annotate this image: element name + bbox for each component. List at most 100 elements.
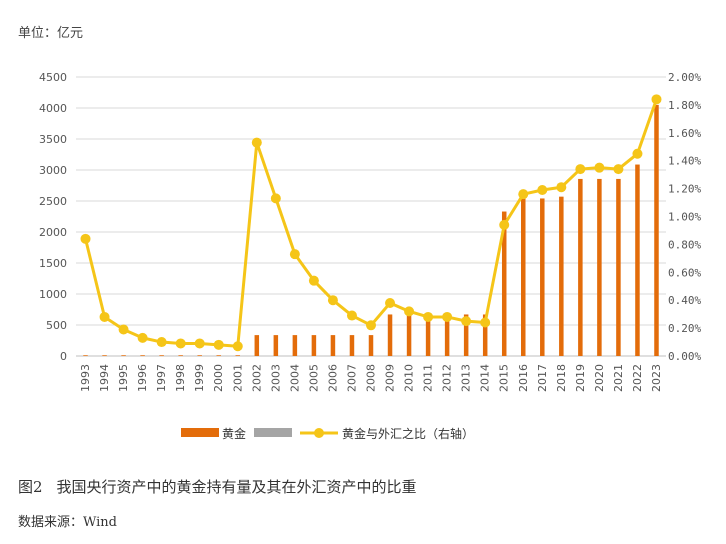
x-tick-label: 2013 [460,364,473,392]
figure-caption: 图2 我国央行资产中的黄金持有量及其在外汇资产中的比重 [18,476,417,497]
x-tick-label: 2018 [555,364,568,392]
bar-gold [368,335,374,356]
x-tick-label: 2019 [574,364,587,392]
ratio-point [118,324,129,335]
x-tick-label: 2015 [498,364,511,392]
ratio-point [137,332,148,343]
bar-gold [83,355,88,356]
right-axis: 0.00% 0.20% 0.40% 0.60% 0.80% 1.00% 1.20% 1.40%… [668,71,701,363]
x-tick-label: 2011 [422,364,435,392]
ratio-point [194,338,205,349]
bar-gold [654,104,659,357]
ratio-point [385,297,396,308]
x-tick-label: 1995 [117,364,130,392]
left-tick-label: 1000 [39,288,67,301]
left-tick-label: 2000 [39,226,67,239]
x-tick-label: 2008 [365,364,378,392]
left-tick-label: 0 [60,350,67,363]
left-tick-label: 500 [46,319,67,332]
x-tick-label: 2022 [631,364,644,392]
bar-gold [216,355,221,356]
bar-gold [616,178,621,356]
right-tick-label: 0.00% [668,350,701,363]
bar-gold [425,314,431,356]
legend-marker-ratio [314,428,324,438]
data-source: 数据来源：Wind [18,515,117,530]
right-tick-label: 1.60% [668,127,701,140]
bar-gold [406,314,412,356]
ratio-point [461,316,472,327]
x-tick-label: 2012 [441,364,454,392]
x-tick-label: 2004 [288,364,301,392]
x-axis: 1993 1994 1995 1996 1997 1998 1999 2000 2001 2002… [79,364,663,392]
ratio-point [366,320,376,331]
ratio-point [575,164,586,175]
x-tick-label: 1998 [174,364,187,392]
ratio-point [632,148,643,159]
bar-gold [311,335,317,356]
ratio-point [594,162,605,173]
bar-gold [292,335,298,356]
ratio-point [232,341,243,352]
bar-gold [102,355,107,356]
bar-gold [387,314,393,356]
ratio-point [80,233,91,244]
right-tick-label: 0.40% [668,294,701,307]
ratio-point [556,182,567,193]
bar-gold [121,355,126,356]
x-tick-label: 2006 [326,364,339,392]
x-tick-label: 1996 [136,364,149,392]
ratio-point [346,310,357,321]
bar-gold [578,178,583,356]
ratio-point [480,317,491,328]
ratio-point [213,339,224,350]
ratio-point [518,189,529,200]
bar-gold [330,335,336,356]
bar-gold [501,211,507,356]
right-tick-label: 2.00% [668,71,701,84]
figure-title: 我国央行资产中的黄金持有量及其在外汇资产中的比重 [56,478,417,496]
left-tick-label: 3500 [39,133,67,146]
x-tick-label: 2003 [269,364,282,392]
bar-gold [521,198,526,356]
ratio-point [404,306,415,317]
ratio-point [156,337,167,348]
legend: 黄金 黄金与外汇之比（右轴） [181,426,474,441]
bar-gold [273,335,279,356]
gridlines [76,76,666,357]
x-tick-label: 2000 [212,364,225,392]
x-tick-label: 1994 [98,364,111,392]
bar-gold [597,178,602,356]
bar-gold [482,314,488,356]
right-tick-label: 0.60% [668,266,701,279]
right-tick-label: 1.20% [668,183,701,196]
x-tick-label: 1997 [155,364,168,392]
ratio-point [613,164,624,175]
bar-gold [197,355,202,356]
ratio-point [327,295,338,306]
left-axis: 0 500 1000 1500 2000 2500 3000 3500 4000 4500 [39,71,67,363]
x-tick-label: 2009 [384,364,397,392]
bar-gold [140,355,145,356]
bar-gold [178,355,183,356]
x-tick-label: 2014 [479,364,492,392]
x-tick-label: 2021 [612,364,625,392]
x-tick-label: 2005 [307,364,320,392]
chart: 0 500 1000 1500 2000 2500 3000 3500 4000 4500 0.0… [39,71,701,441]
left-tick-label: 4500 [39,71,67,84]
ratio-point [537,184,548,195]
ratio-point [251,137,262,148]
bar-series-gold [83,104,659,357]
bar-gold [235,355,241,356]
x-tick-label: 2016 [517,364,530,392]
right-tick-label: 1.40% [668,155,701,168]
ratio-point [442,311,453,322]
x-tick-label: 2002 [250,364,263,392]
bar-gold [159,355,164,356]
figure-number: 图2 [18,478,43,496]
x-tick-label: 2007 [345,364,358,392]
x-tick-label: 2017 [536,364,549,392]
left-tick-label: 2500 [39,195,67,208]
x-tick-label: 2010 [403,364,416,392]
ratio-point [308,275,319,286]
